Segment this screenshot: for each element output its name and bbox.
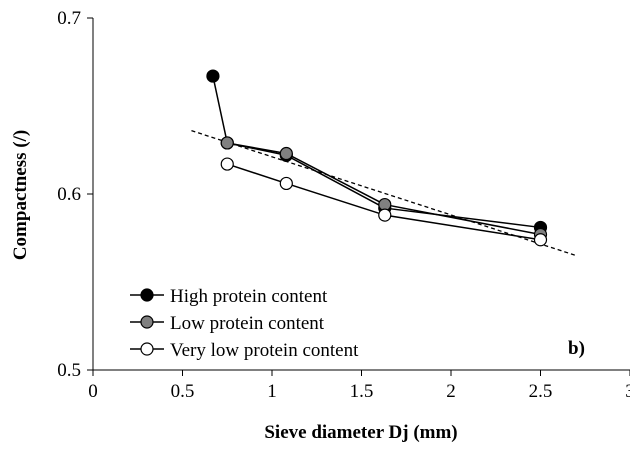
series-group — [206, 69, 548, 247]
x-tick-label: 1.5 — [350, 381, 374, 402]
panel-label: b) — [568, 338, 585, 359]
series-3-point — [378, 208, 392, 222]
legend-marker-2 — [140, 315, 154, 329]
series-3-point — [220, 157, 234, 171]
x-tick-label: 3 — [625, 381, 630, 402]
series-2-point — [220, 136, 234, 150]
x-tick-label: 1 — [267, 381, 277, 402]
legend-label-3: Very low protein content — [170, 340, 359, 361]
legend-label-1: High protein content — [170, 286, 328, 307]
series-1-point — [206, 69, 220, 83]
series-3-point — [533, 233, 548, 247]
series-line-2 — [227, 142, 541, 236]
x-tick-label: 0 — [88, 381, 98, 402]
x-tick-label: 0.5 — [171, 381, 195, 402]
x-axis-title: Sieve diameter Dj (mm) — [264, 422, 457, 443]
series-line-1 — [212, 75, 541, 229]
legend-label-2: Low protein content — [170, 313, 325, 334]
x-tick-label: 2 — [446, 381, 456, 402]
series-3-point — [279, 176, 293, 191]
series-line-3 — [227, 163, 541, 241]
axes: 0 0.5 1 1.5 2 2.5 3 0.5 0.6 0.7 — [57, 8, 630, 402]
y-tick-label: 0.7 — [57, 8, 81, 29]
x-tick-label: 2.5 — [529, 381, 553, 402]
y-axis-title: Compactness (/) — [10, 130, 31, 260]
legend-marker-1 — [140, 288, 154, 302]
legend-marker-3 — [140, 342, 154, 356]
y-tick-label: 0.5 — [57, 360, 81, 381]
y-tick-label: 0.6 — [57, 184, 81, 205]
legend: High protein content Low protein content V… — [130, 286, 359, 361]
series-2-point — [279, 146, 293, 161]
